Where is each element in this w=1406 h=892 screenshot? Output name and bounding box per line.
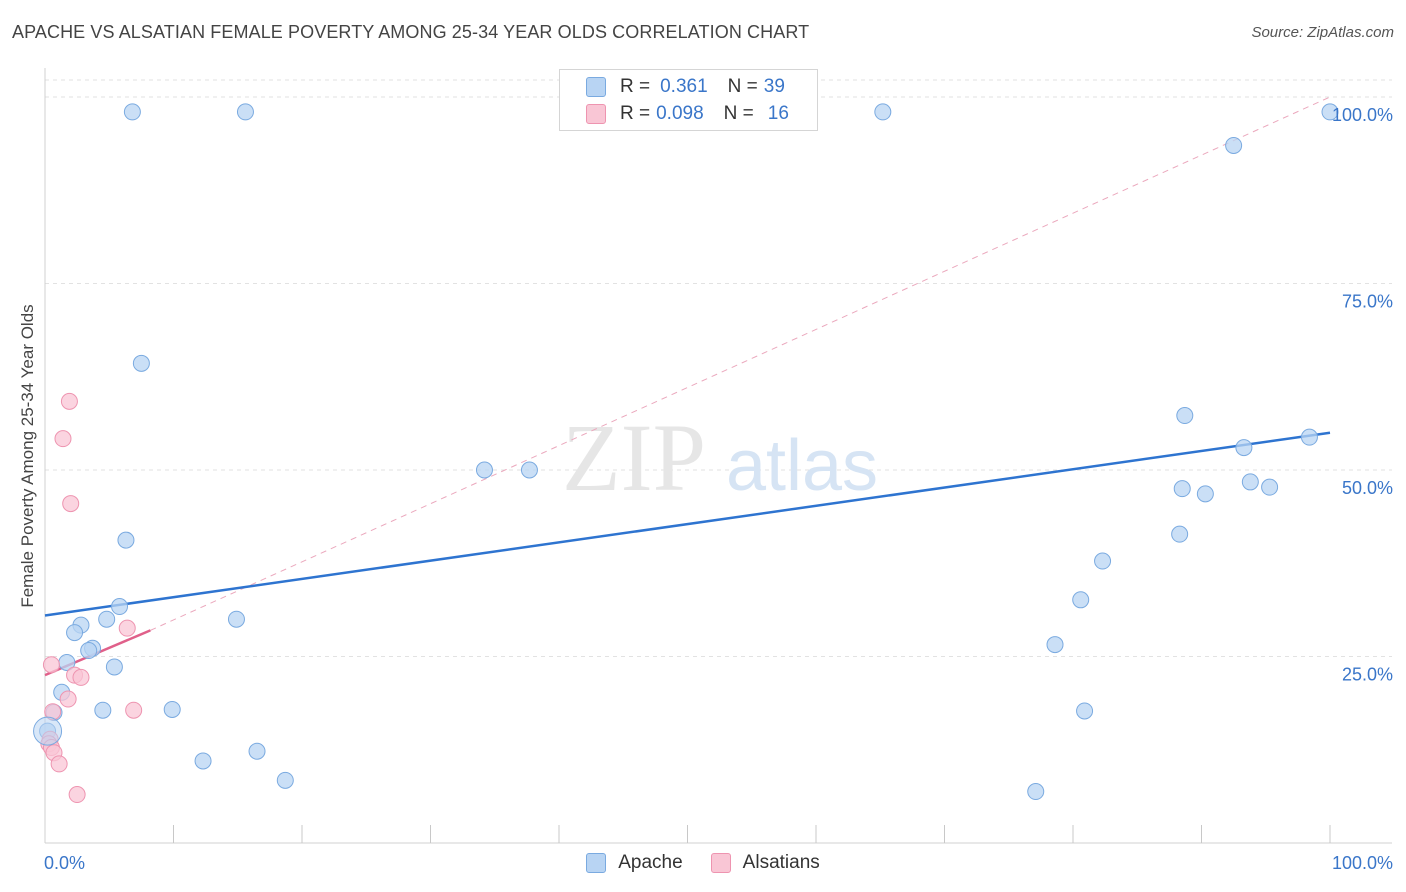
apache-point bbox=[874, 103, 892, 121]
trend-lines bbox=[44, 96, 1331, 677]
legend-item-apache[interactable]: Apache bbox=[586, 852, 683, 874]
apache-point bbox=[1072, 591, 1090, 609]
x-tick-label: 0.0% bbox=[44, 853, 85, 873]
apache-point bbox=[1046, 636, 1064, 654]
alsatian-point bbox=[62, 495, 80, 513]
apache-point bbox=[1321, 103, 1339, 121]
watermark-atlas: atlas bbox=[726, 426, 878, 506]
alsatian-legend-label: Alsatians bbox=[742, 852, 820, 873]
apache-trend-line bbox=[44, 431, 1331, 617]
apache-point bbox=[163, 700, 181, 718]
alsatian-point bbox=[42, 656, 60, 674]
y-tick-label: 25.0% bbox=[1342, 665, 1393, 685]
r-value-alsatians: 0.098 bbox=[656, 103, 704, 124]
y-tick-label: 100.0% bbox=[1332, 105, 1393, 125]
r-value-apache: 0.361 bbox=[660, 76, 708, 97]
apache-point bbox=[1241, 473, 1259, 491]
r-label: R = bbox=[620, 76, 651, 97]
alsatian-reference-line bbox=[150, 96, 1331, 631]
y-tick-label: 75.0% bbox=[1342, 292, 1393, 312]
apache-point bbox=[1225, 136, 1243, 154]
apache-point bbox=[80, 642, 98, 660]
alsatian-legend-swatch bbox=[710, 853, 731, 873]
legend-row-apache: R = 0.361 N = 39 bbox=[560, 73, 785, 101]
apache-point bbox=[117, 531, 135, 549]
watermark: ZIP atlas bbox=[562, 404, 878, 511]
apache-point bbox=[98, 610, 116, 628]
chart-title: APACHE VS ALSATIAN FEMALE POVERTY AMONG … bbox=[12, 22, 810, 42]
alsatian-point bbox=[60, 392, 78, 410]
tick-labels: 25.0% 50.0% 75.0% 100.0% 0.0% 100.0% bbox=[44, 105, 1393, 873]
y-axis-title: Female Poverty Among 25-34 Year Olds bbox=[18, 304, 37, 608]
alsatian-point bbox=[50, 755, 68, 773]
apache-point bbox=[194, 752, 212, 770]
y-tick-label: 50.0% bbox=[1342, 478, 1393, 498]
n-value-alsatians: 16 bbox=[767, 103, 789, 124]
apache-point bbox=[1196, 485, 1214, 503]
apache-point bbox=[132, 354, 150, 372]
alsatian-swatch bbox=[586, 104, 606, 124]
axis-layer bbox=[44, 68, 1392, 844]
data-points bbox=[33, 103, 1339, 804]
apache-point bbox=[1173, 480, 1191, 498]
apache-point bbox=[1261, 478, 1279, 496]
apache-point bbox=[227, 610, 245, 628]
apache-point bbox=[475, 461, 493, 479]
alsatian-point bbox=[54, 430, 72, 448]
apache-point bbox=[94, 701, 112, 719]
n-label: N = bbox=[727, 76, 758, 97]
apache-point bbox=[105, 658, 123, 676]
apache-legend-swatch bbox=[586, 853, 607, 873]
apache-cluster-point bbox=[33, 716, 63, 746]
apache-point bbox=[1171, 525, 1189, 543]
apache-point bbox=[520, 461, 538, 479]
apache-point bbox=[1076, 702, 1094, 720]
watermark-zip: ZIP bbox=[562, 404, 706, 511]
r-label: R = bbox=[620, 103, 651, 124]
apache-legend-label: Apache bbox=[618, 852, 683, 873]
apache-point bbox=[248, 742, 266, 760]
apache-point bbox=[236, 103, 254, 121]
apache-swatch bbox=[586, 77, 606, 97]
alsatian-point bbox=[72, 668, 90, 686]
alsatian-point bbox=[118, 619, 136, 637]
apache-point bbox=[1176, 407, 1194, 425]
series-legend: Apache Alsatians bbox=[0, 852, 1406, 874]
alsatian-point bbox=[59, 690, 77, 708]
apache-point bbox=[66, 624, 84, 642]
apache-point bbox=[1235, 439, 1253, 457]
legend-row-alsatians: R = 0.098 N = 16 bbox=[560, 100, 789, 128]
apache-point bbox=[123, 103, 141, 121]
x-tick-label: 100.0% bbox=[1332, 853, 1393, 873]
grid-layer bbox=[45, 79, 1392, 657]
n-label: N = bbox=[723, 103, 754, 124]
source-label: Source: ZipAtlas.com bbox=[1251, 24, 1394, 41]
apache-point bbox=[1094, 552, 1112, 570]
n-value-apache: 39 bbox=[763, 76, 785, 97]
alsatian-point bbox=[68, 786, 86, 804]
alsatian-point bbox=[125, 701, 143, 719]
legend-item-alsatians[interactable]: Alsatians bbox=[710, 852, 820, 874]
apache-point bbox=[1300, 428, 1318, 446]
apache-point bbox=[1027, 783, 1045, 801]
correlation-legend: R = 0.361 N = 39 R = 0.098 N = 16 bbox=[559, 69, 818, 131]
apache-point bbox=[111, 598, 129, 616]
apache-point bbox=[276, 771, 294, 789]
